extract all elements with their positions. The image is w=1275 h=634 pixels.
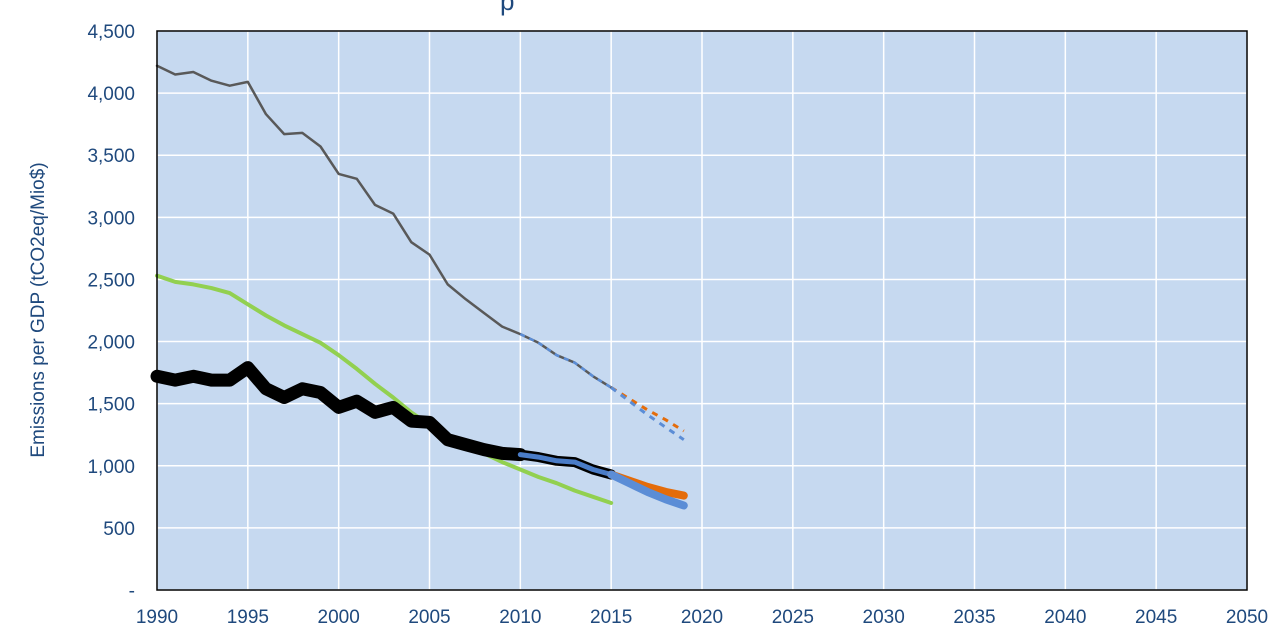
x-tick-label: 2000 bbox=[318, 607, 360, 628]
x-tick-label: 1995 bbox=[227, 607, 269, 628]
gridlines bbox=[156, 30, 1248, 591]
series-line-2 bbox=[519, 332, 612, 389]
y-tick-label: 4,500 bbox=[87, 22, 135, 43]
series-lines bbox=[150, 64, 688, 510]
series-line-1 bbox=[155, 64, 613, 389]
x-tick-label: 2010 bbox=[499, 607, 541, 628]
series-line-4 bbox=[610, 386, 685, 441]
y-axis-title: Emissions per GDP (tCO2eq/Mio$) bbox=[28, 162, 49, 457]
x-tick-label: 2050 bbox=[1226, 607, 1268, 628]
x-tick-label: 2005 bbox=[408, 607, 450, 628]
chart-title: p bbox=[500, 0, 514, 16]
y-tick-label: - bbox=[129, 581, 135, 602]
x-tick-label: 2020 bbox=[681, 607, 723, 628]
x-axis-tick-labels: 1990 1995 2000 2005 2010 2015 2020 2025 2030 2035… bbox=[136, 607, 1268, 628]
y-tick-label: 1,500 bbox=[87, 395, 135, 416]
y-tick-label: 3,000 bbox=[87, 208, 135, 229]
y-tick-label: 2,000 bbox=[87, 333, 135, 354]
series-line-8 bbox=[517, 452, 614, 477]
y-tick-label: 3,500 bbox=[87, 146, 135, 167]
series-line-10 bbox=[607, 470, 688, 510]
x-tick-label: 2035 bbox=[953, 607, 995, 628]
x-tick-label: 2040 bbox=[1044, 607, 1086, 628]
y-tick-label: 2,500 bbox=[87, 270, 135, 291]
x-tick-label: 2030 bbox=[863, 607, 905, 628]
x-tick-label: 1990 bbox=[136, 607, 178, 628]
y-tick-label: 4,000 bbox=[87, 84, 135, 105]
y-tick-label: 1,000 bbox=[87, 457, 135, 478]
plot-border bbox=[156, 30, 1248, 591]
x-tick-label: 2045 bbox=[1135, 607, 1177, 628]
y-axis-tick-labels: - 500 1,000 1,500 2,000 2,500 3,000 3,500 4,000 4… bbox=[87, 22, 135, 602]
y-tick-label: 500 bbox=[103, 519, 135, 540]
series-line-6 bbox=[150, 361, 527, 462]
x-tick-label: 2015 bbox=[590, 607, 632, 628]
series-line-5 bbox=[155, 273, 614, 505]
x-tick-label: 2025 bbox=[772, 607, 814, 628]
